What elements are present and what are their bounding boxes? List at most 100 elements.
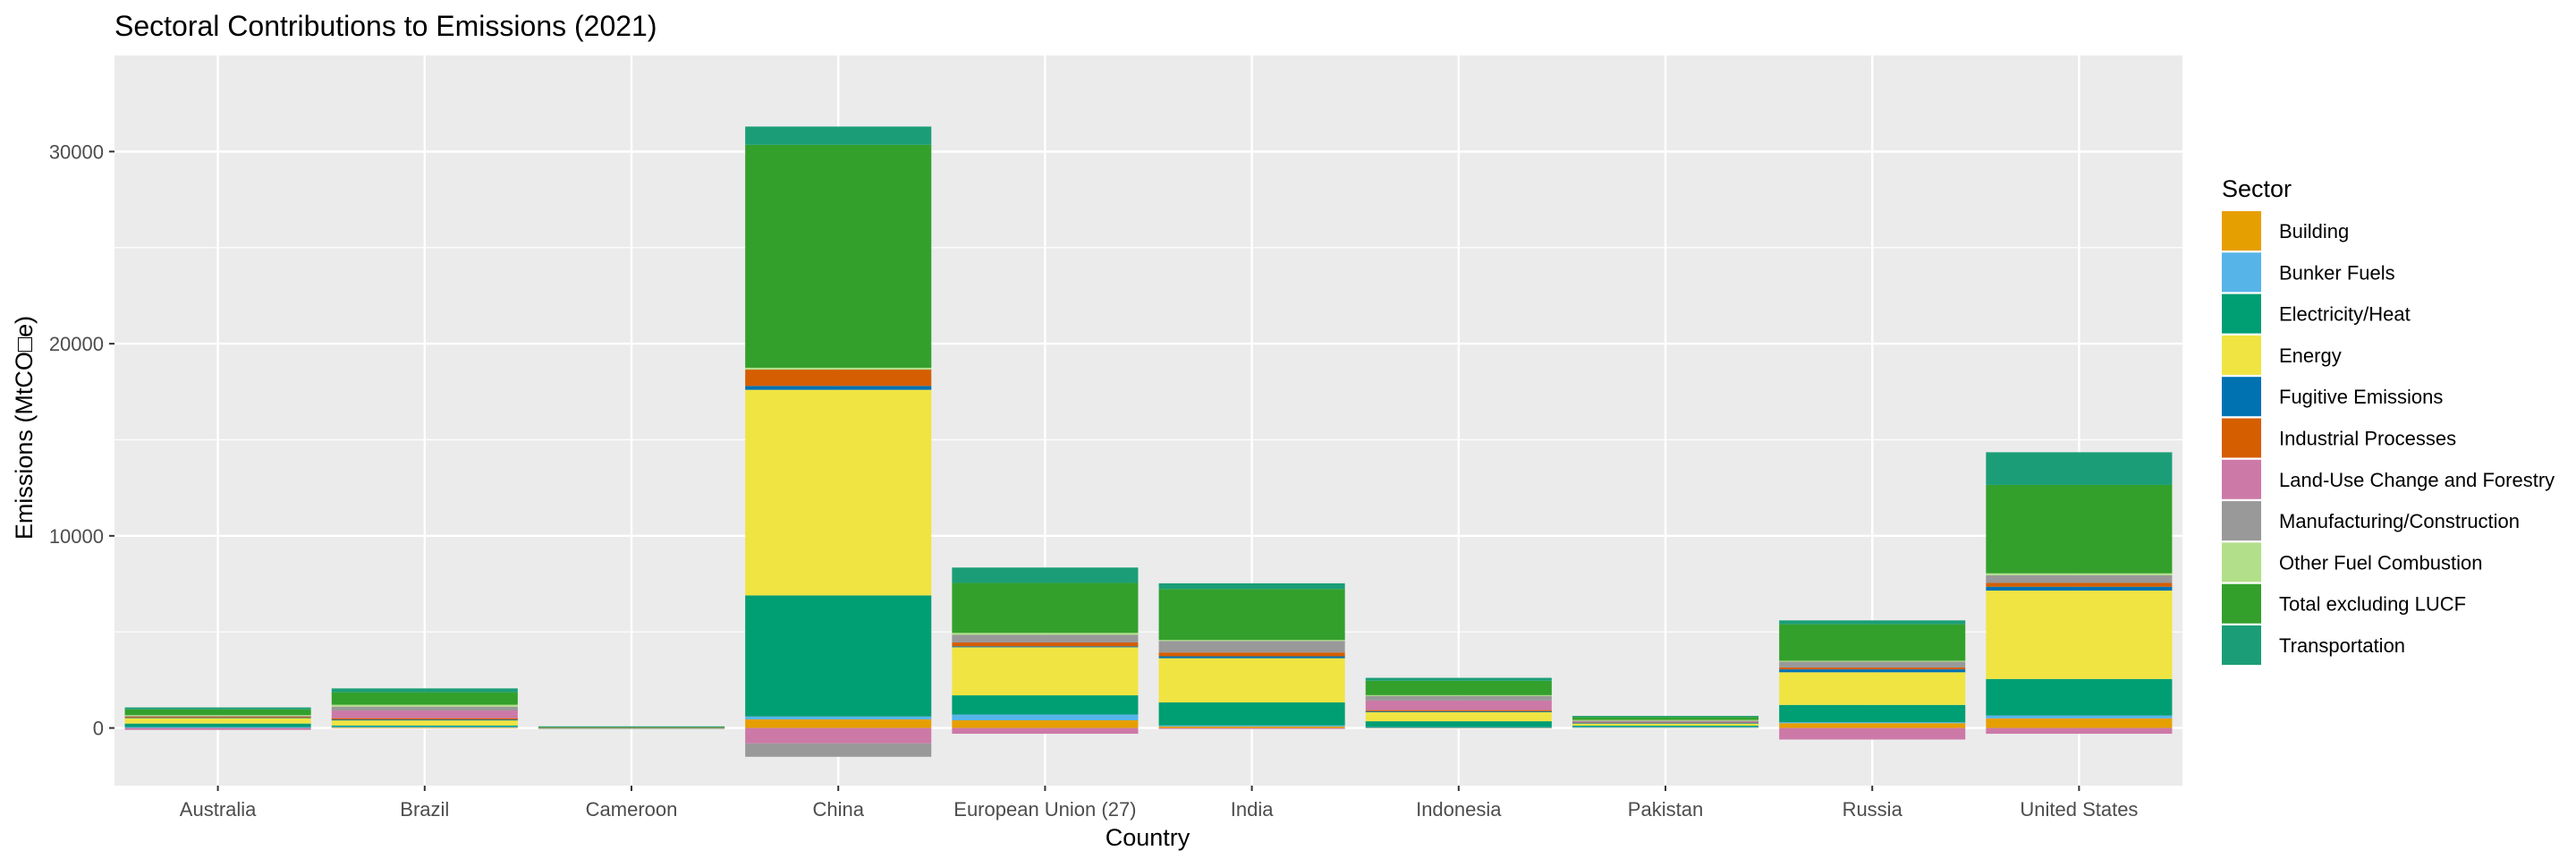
bar-segment [1365,694,1552,696]
bar-segment [1572,716,1759,718]
bar-segment [1158,589,1345,641]
legend-key [2222,418,2261,458]
x-tick-label: China [812,798,864,821]
bar-segment [1158,727,1345,729]
bar-segment [1779,669,1966,673]
bar-segment [745,370,932,387]
bar-segment [952,714,1139,720]
bar-segment [952,647,1139,696]
bar-segment [1986,583,2173,587]
bar-segment [331,706,518,711]
legend-label: Bunker Fuels [2279,261,2395,284]
bar-segment [745,389,932,596]
legend-key [2222,625,2261,665]
bar-segment [331,704,518,707]
bar-segment [745,144,932,368]
x-tick-label: Australia [180,798,257,821]
bar-segment [1986,718,2173,728]
x-axis-title: Country [1106,824,1191,851]
legend-label: Electricity/Heat [2279,303,2411,326]
bar-segment [1779,660,1966,662]
chart-title: Sectoral Contributions to Emissions (202… [114,10,657,42]
bar-segment [952,695,1139,715]
bar-segment [952,567,1139,583]
bar-segment [331,718,518,720]
legend: Sector Building Bunker Fuels Electricity/H… [2222,175,2555,665]
bar-segment [1365,677,1552,681]
bar-segment [1986,591,2173,679]
bar-segment [745,386,932,390]
bar-segment [1158,658,1345,703]
legend-key [2222,211,2261,251]
x-tick-label: Brazil [400,798,449,821]
x-tick-label: United States [2020,798,2138,821]
bar-segment [1986,727,2173,735]
bar-segment [1572,721,1759,723]
bar-segment [1365,727,1552,728]
bar-segment [1986,573,2173,575]
bar-segment [1158,725,1345,727]
bar-segment [952,583,1139,634]
bar-segment [1986,574,2173,583]
bar-segment [1365,710,1552,712]
bar-segment [1365,710,1552,711]
x-tick-label: European Union (27) [953,798,1136,821]
bar-segment [1986,586,2173,591]
legend-label: Other Fuel Combustion [2279,551,2482,574]
bar-segment [1986,678,2173,716]
x-axis-ticks: Australia Brazil Cameroon China European Uni… [180,786,2138,821]
bar-segment [745,727,932,744]
bar-segment [1158,652,1345,657]
bar-segment [1158,702,1345,726]
bar-segment [1986,484,2173,574]
bar-segment [952,646,1139,648]
y-tick-label: 10000 [49,525,104,548]
legend-label: Land-Use Change and Forestry [2279,469,2555,491]
bars [124,126,2173,757]
bar-segment [1779,667,1966,670]
bar-segment [124,727,311,730]
bar-segment [331,725,518,727]
bar-segment [1365,700,1552,710]
bar-segment [745,719,932,728]
legend-key [2222,252,2261,293]
bar-segment [952,633,1139,635]
bar-segment [952,727,1139,735]
bar-segment [124,709,311,716]
bar-segment [331,688,518,693]
x-tick-label: India [1231,798,1274,821]
bar-segment [745,716,932,719]
legend-label: Total excluding LUCF [2279,593,2466,616]
legend-label: Fugitive Emissions [2279,386,2443,408]
bar-segment [952,642,1139,647]
bar-segment [124,715,311,717]
x-tick-label: Indonesia [1416,798,1502,821]
bar-segment [331,719,518,726]
y-tick-label: 0 [93,718,104,740]
bar-segment [124,727,311,728]
bar-segment [1986,452,2173,485]
bar-segment [1572,722,1759,724]
bar-segment [124,717,311,719]
legend-key [2222,501,2261,541]
bar-segment [1158,726,1345,728]
bar-segment [1779,624,1966,661]
bar-segment [1572,719,1759,721]
legend-label: Building [2279,220,2349,242]
bar-segment [331,719,518,721]
bar-segment [745,595,932,717]
bar-segment [331,692,518,705]
x-tick-label: Pakistan [1628,798,1703,821]
bar-segment [1158,656,1345,659]
bar-segment [745,743,932,757]
legend-key [2222,293,2261,334]
legend-label: Industrial Processes [2279,428,2456,450]
legend-label: Manufacturing/Construction [2279,510,2520,532]
legend-title: Sector [2222,175,2292,202]
bar-segment [1779,661,1966,668]
bar-segment [1986,715,2173,719]
bar-segment [1779,722,1966,724]
bar-segment [331,710,518,719]
bar-segment [1779,672,1966,705]
